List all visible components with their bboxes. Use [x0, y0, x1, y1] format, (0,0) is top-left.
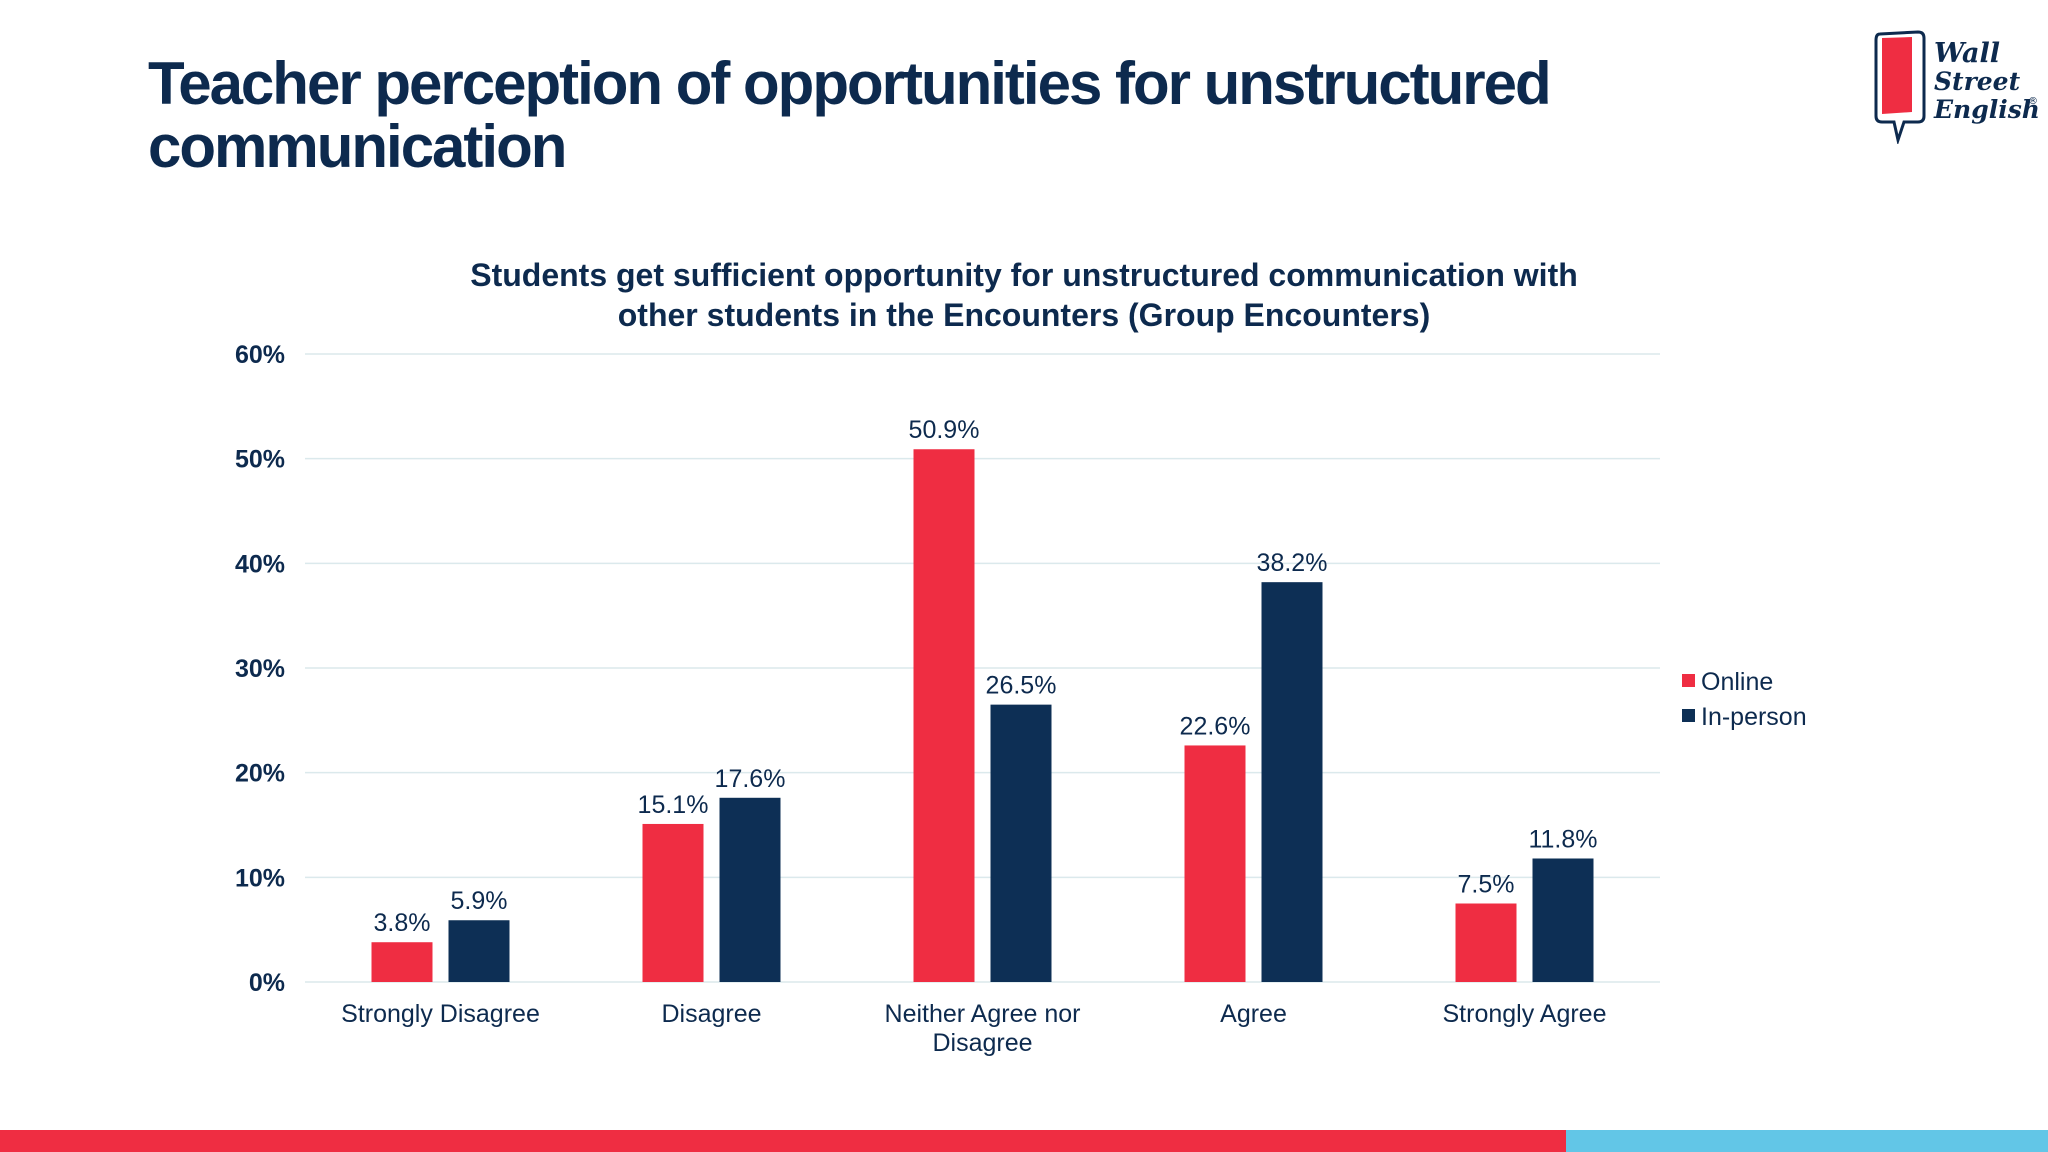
data-label: 7.5%: [1458, 871, 1515, 899]
data-label: 17.6%: [715, 765, 786, 793]
legend-swatch: [1682, 674, 1695, 687]
bar-in-person: [719, 797, 781, 982]
y-tick-label: 40%: [235, 550, 285, 578]
data-label: 50.9%: [909, 416, 980, 444]
bar-in-person: [448, 920, 510, 982]
legend-label: In-person: [1701, 703, 1807, 731]
logo-text-english: English: [1933, 95, 2038, 124]
logo-text-street: Street: [1934, 67, 2021, 96]
data-label: 26.5%: [986, 672, 1057, 700]
y-tick-label: 10%: [235, 864, 285, 892]
chart-title-line: other students in the Encounters (Group …: [618, 297, 1430, 333]
y-tick-label: 20%: [235, 760, 285, 788]
data-label: 3.8%: [374, 909, 431, 937]
x-category-label: Agree: [1220, 1000, 1287, 1028]
data-label: 11.8%: [1528, 825, 1597, 853]
x-category-label: Neither Agree nor: [885, 1000, 1081, 1028]
y-tick-label: 60%: [235, 341, 285, 369]
chart-title-line: Students get sufficient opportunity for …: [470, 257, 1578, 293]
data-label: 38.2%: [1257, 549, 1328, 577]
data-label: 5.9%: [451, 887, 508, 915]
speech-bubble-fill: [1882, 37, 1912, 114]
x-category-label: Disagree: [932, 1029, 1032, 1057]
bar-in-person: [990, 704, 1052, 982]
bar-in-person: [1532, 858, 1594, 982]
y-tick-label: 0%: [249, 969, 285, 997]
legend-label: Online: [1701, 668, 1773, 696]
x-category-label: Strongly Agree: [1443, 1000, 1607, 1028]
wall-street-english-logo: Wall Street English ®: [1868, 26, 2038, 144]
bottom-bar-blue-segment: [1566, 1130, 2048, 1152]
logo-text-wall: Wall: [1934, 38, 2000, 69]
bar-online: [913, 449, 975, 982]
y-tick-label: 30%: [235, 655, 285, 683]
bar-online: [1184, 745, 1246, 982]
bottom-bar-red-segment: [0, 1130, 1566, 1152]
bar-in-person: [1261, 582, 1323, 982]
bar-online: [371, 942, 433, 982]
x-category-label: Disagree: [661, 1000, 761, 1028]
logo-registered-mark: ®: [2028, 96, 2038, 107]
bar-online: [1455, 903, 1517, 982]
y-tick-label: 50%: [235, 446, 285, 474]
data-label: 22.6%: [1180, 712, 1251, 740]
x-category-label: Strongly Disagree: [341, 1000, 540, 1028]
logo-graphic: Wall Street English ®: [1874, 30, 2038, 144]
bar-online: [642, 823, 704, 982]
slide-title: Teacher perception of opportunities for …: [148, 50, 1552, 180]
legend-swatch: [1682, 709, 1695, 722]
data-label: 15.1%: [638, 791, 709, 819]
bottom-color-bar: [0, 1130, 2048, 1152]
